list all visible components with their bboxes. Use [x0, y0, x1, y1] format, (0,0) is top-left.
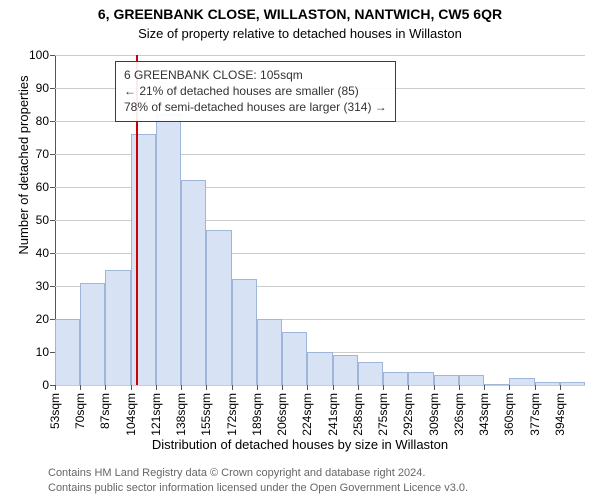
x-tick-mark: [232, 385, 233, 390]
chart-title-address: 6, GREENBANK CLOSE, WILLASTON, NANTWICH,…: [0, 6, 600, 22]
x-tick-mark: [560, 385, 561, 390]
annotation-line2: ← 21% of detached houses are smaller (85…: [124, 83, 387, 99]
y-tick-mark: [50, 187, 55, 188]
x-tick-label: 241sqm: [326, 393, 340, 436]
histogram-bar: [358, 362, 383, 385]
x-tick-mark: [383, 385, 384, 390]
histogram-bar: [459, 375, 484, 385]
x-tick-label: 343sqm: [477, 393, 491, 436]
y-tick-mark: [50, 121, 55, 122]
plot-area: 010203040506070809010053sqm70sqm87sqm104…: [55, 55, 585, 385]
histogram-bar: [383, 372, 408, 385]
property-size-chart: 6, GREENBANK CLOSE, WILLASTON, NANTWICH,…: [0, 0, 600, 500]
x-tick-label: 87sqm: [98, 393, 112, 429]
y-tick-mark: [50, 55, 55, 56]
x-axis-label: Distribution of detached houses by size …: [0, 437, 600, 452]
x-tick-label: 224sqm: [300, 393, 314, 436]
annotation-box: 6 GREENBANK CLOSE: 105sqm← 21% of detach…: [115, 61, 396, 122]
x-tick-label: 172sqm: [225, 393, 239, 436]
x-tick-mark: [55, 385, 56, 390]
x-tick-label: 377sqm: [528, 393, 542, 436]
attribution-line1: Contains HM Land Registry data © Crown c…: [48, 466, 468, 481]
x-tick-mark: [434, 385, 435, 390]
x-tick-mark: [535, 385, 536, 390]
x-tick-label: 138sqm: [174, 393, 188, 436]
x-tick-label: 275sqm: [376, 393, 390, 436]
chart-subtitle: Size of property relative to detached ho…: [0, 26, 600, 41]
gridline: [55, 385, 585, 386]
x-tick-mark: [257, 385, 258, 390]
x-tick-mark: [459, 385, 460, 390]
x-tick-label: 258sqm: [351, 393, 365, 436]
x-tick-label: 155sqm: [199, 393, 213, 436]
x-tick-mark: [80, 385, 81, 390]
x-tick-mark: [156, 385, 157, 390]
x-tick-label: 309sqm: [427, 393, 441, 436]
x-tick-mark: [358, 385, 359, 390]
x-tick-label: 53sqm: [48, 393, 62, 429]
x-tick-mark: [131, 385, 132, 390]
x-tick-label: 104sqm: [124, 393, 138, 436]
histogram-bar: [156, 114, 181, 385]
histogram-bar: [560, 382, 585, 385]
histogram-bar: [55, 319, 80, 385]
x-tick-label: 360sqm: [502, 393, 516, 436]
attribution-line2: Contains public sector information licen…: [48, 481, 468, 496]
annotation-line1: 6 GREENBANK CLOSE: 105sqm: [124, 67, 387, 83]
annotation-line3: 78% of semi-detached houses are larger (…: [124, 99, 387, 115]
histogram-bar: [434, 375, 459, 385]
y-tick-mark: [50, 154, 55, 155]
histogram-bar: [105, 270, 130, 386]
histogram-bar: [206, 230, 231, 385]
x-tick-label: 121sqm: [149, 393, 163, 436]
x-tick-mark: [282, 385, 283, 390]
x-tick-label: 206sqm: [275, 393, 289, 436]
y-tick-mark: [50, 88, 55, 89]
x-tick-mark: [509, 385, 510, 390]
x-tick-mark: [181, 385, 182, 390]
histogram-bar: [131, 134, 156, 385]
histogram-bar: [484, 384, 509, 385]
x-tick-mark: [484, 385, 485, 390]
x-tick-label: 70sqm: [73, 393, 87, 429]
y-tick-mark: [50, 286, 55, 287]
x-tick-mark: [307, 385, 308, 390]
histogram-bar: [408, 372, 433, 385]
histogram-bar: [181, 180, 206, 385]
histogram-bar: [509, 378, 534, 385]
histogram-bar: [282, 332, 307, 385]
x-tick-label: 394sqm: [553, 393, 567, 436]
x-tick-label: 292sqm: [401, 393, 415, 436]
histogram-bar: [307, 352, 332, 385]
x-tick-mark: [206, 385, 207, 390]
attribution-text: Contains HM Land Registry data © Crown c…: [48, 466, 468, 496]
histogram-bar: [333, 355, 358, 385]
y-tick-mark: [50, 220, 55, 221]
x-tick-mark: [105, 385, 106, 390]
x-tick-mark: [408, 385, 409, 390]
x-tick-label: 189sqm: [250, 393, 264, 436]
histogram-bar: [80, 283, 105, 385]
gridline: [55, 55, 585, 56]
histogram-bar: [535, 382, 560, 385]
histogram-bar: [232, 279, 257, 385]
x-tick-mark: [333, 385, 334, 390]
y-tick-mark: [50, 253, 55, 254]
histogram-bar: [257, 319, 282, 385]
x-tick-label: 326sqm: [452, 393, 466, 436]
